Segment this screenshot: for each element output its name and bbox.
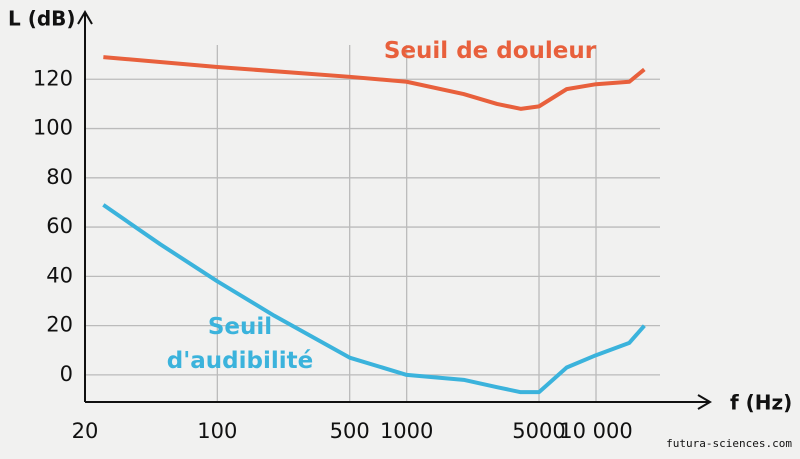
y-tick-label: 100 bbox=[33, 116, 73, 140]
series-label: Seuil d'audibilité bbox=[166, 314, 314, 374]
x-tick-label: 20 bbox=[72, 419, 99, 443]
y-tick-label: 60 bbox=[46, 214, 73, 238]
x-tick-label: 5000 bbox=[512, 419, 565, 443]
x-tick-label: 100 bbox=[197, 419, 237, 443]
x-tick-label: 1000 bbox=[380, 419, 433, 443]
x-tick-label: 10 000 bbox=[559, 419, 632, 443]
y-tick-label: 0 bbox=[60, 362, 73, 386]
x-axis-label: f (Hz) bbox=[730, 391, 792, 415]
y-tick-label: 20 bbox=[46, 313, 73, 337]
x-tick-label: 500 bbox=[330, 419, 370, 443]
y-tick-label: 120 bbox=[33, 66, 73, 90]
series-label: Seuil de douleur bbox=[383, 38, 597, 64]
y-tick-label: 40 bbox=[46, 263, 73, 287]
y-tick-label: 80 bbox=[46, 165, 73, 189]
y-axis-label: L (dB) bbox=[8, 7, 76, 31]
y-arrow bbox=[77, 10, 93, 25]
series-line bbox=[103, 55, 646, 111]
source: futura-sciences.com bbox=[666, 437, 792, 450]
series-line bbox=[102, 203, 646, 395]
x-arrow bbox=[697, 394, 712, 410]
